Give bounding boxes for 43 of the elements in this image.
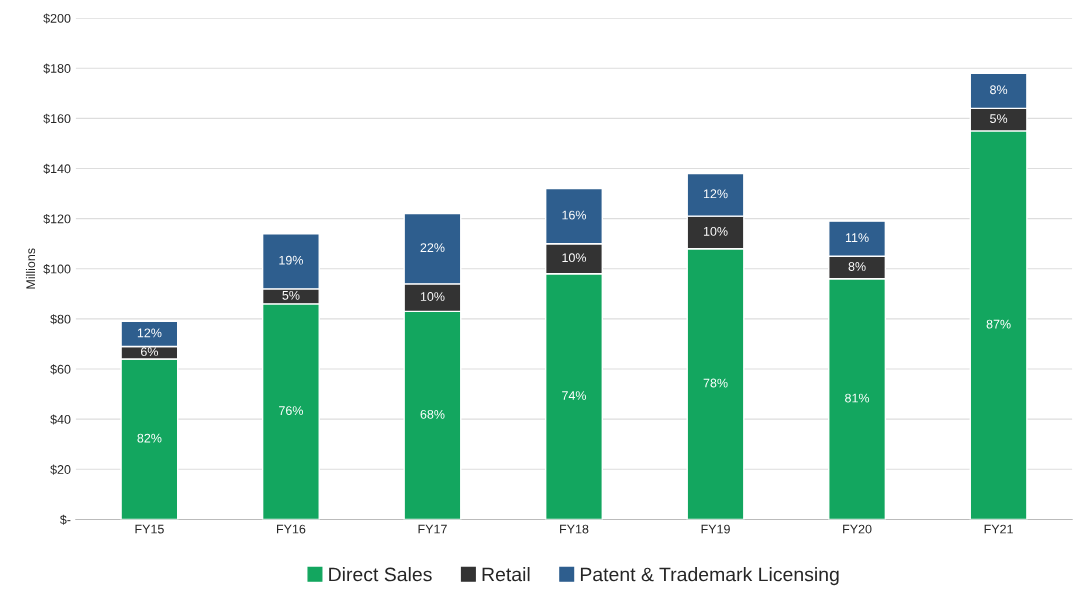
- x-tick-label: FY15: [135, 524, 164, 534]
- annotation: 82%: [137, 433, 162, 443]
- y-axis-title: Millions: [25, 248, 36, 289]
- y-tick-label: $120: [43, 213, 71, 225]
- x-tick-label: FY20: [843, 524, 872, 534]
- y-tick-label: $60: [50, 364, 71, 375]
- annotation: 11%: [845, 233, 869, 243]
- y-tick-label: $-: [59, 514, 71, 525]
- x-tick-label: FY16: [277, 524, 306, 534]
- x-tick-label: FY17: [418, 524, 447, 534]
- legend-label: Retail: [482, 567, 530, 582]
- annotation: 10%: [562, 253, 587, 263]
- y-tick-label: $180: [43, 63, 71, 74]
- annotation: 22%: [420, 243, 445, 253]
- annotation: 10%: [420, 292, 445, 301]
- x-tick-label: FY19: [701, 524, 730, 534]
- annotation: 8%: [848, 262, 866, 271]
- y-tick-label: $100: [43, 264, 71, 275]
- annotation: 78%: [703, 378, 728, 388]
- annotation: 8%: [990, 85, 1008, 95]
- annotation: 19%: [279, 255, 303, 265]
- annotation: 74%: [562, 391, 587, 400]
- annotation: 10%: [703, 226, 728, 236]
- annotation: 5%: [990, 114, 1008, 123]
- annotation: 6%: [141, 347, 158, 357]
- legend-label: Patent & Trademark Licensing: [580, 567, 839, 586]
- y-tick-label: $40: [50, 414, 71, 425]
- annotation: 12%: [703, 189, 728, 199]
- y-tick-label: $160: [43, 113, 71, 124]
- annotation: 68%: [420, 409, 445, 419]
- annotation: 16%: [562, 210, 587, 220]
- annotation: 81%: [845, 393, 870, 403]
- y-tick-label: $140: [43, 163, 71, 174]
- annotation: 12%: [137, 328, 162, 338]
- legend-label: Direct Sales: [329, 567, 432, 582]
- y-tick-label: $200: [43, 13, 71, 24]
- y-tick-label: $20: [50, 464, 71, 475]
- y-tick-label: $80: [50, 314, 71, 325]
- annotation: 76%: [279, 406, 303, 416]
- annotation: 5%: [282, 290, 300, 300]
- annotation: 87%: [986, 319, 1011, 329]
- x-tick-label: FY18: [560, 524, 589, 534]
- x-tick-label: FY21: [984, 524, 1013, 534]
